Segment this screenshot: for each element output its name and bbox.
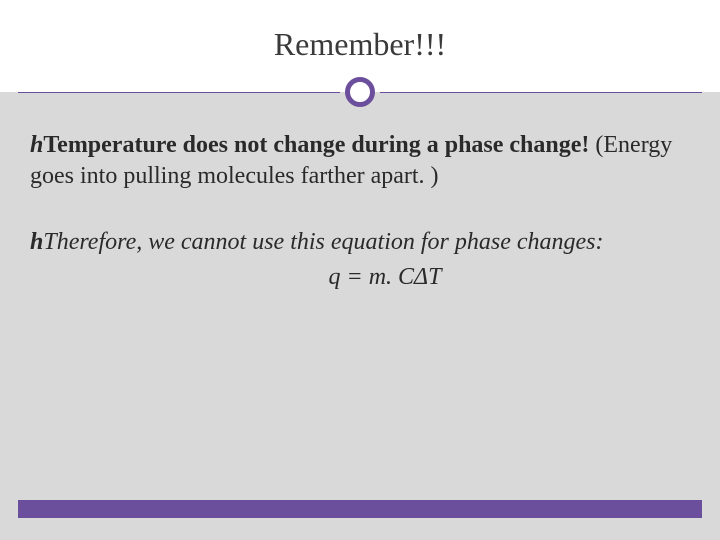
- footer-bar: [18, 500, 702, 518]
- divider-circle-icon: [345, 77, 375, 107]
- bullet-icon: h: [30, 132, 43, 158]
- equation-text: q = m. CΔT: [90, 262, 680, 293]
- bullet-item: hTemperature does not change during a ph…: [30, 130, 680, 191]
- bullet-bold-text: Temperature does not change during a pha…: [43, 132, 589, 158]
- content-area: hTemperature does not change during a ph…: [30, 130, 680, 329]
- bullet-italic-text: Therefore, we cannot use this equation f…: [43, 229, 603, 255]
- bullet-item: hTherefore, we cannot use this equation …: [30, 227, 680, 292]
- slide-title: Remember!!!: [0, 26, 720, 63]
- slide: Remember!!! hTemperature does not change…: [0, 0, 720, 540]
- bullet-icon: h: [30, 229, 43, 255]
